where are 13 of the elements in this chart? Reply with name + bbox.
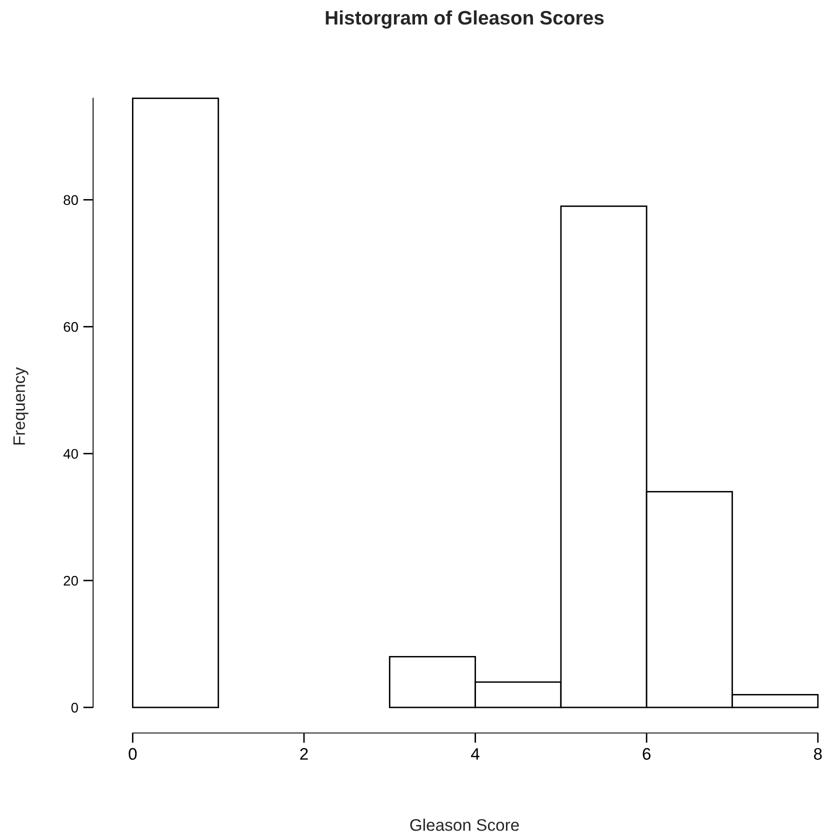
x-axis-title: Gleason Score (410, 818, 519, 831)
y-tick-label: 40 (63, 448, 78, 459)
y-tick-label: 20 (64, 576, 78, 586)
y-axis-title: Frequency (13, 367, 28, 444)
y-tick-label: 80 (64, 195, 78, 205)
chart-title: Historgram of Gleason Scores (326, 10, 604, 29)
x-tick-label: 8 (814, 748, 822, 760)
x-tick-label: 4 (471, 748, 480, 760)
y-tick-label: 0 (71, 702, 78, 713)
x-tick-label: 0 (128, 748, 137, 760)
y-tick-label: 60 (64, 322, 78, 332)
x-tick-label: 2 (300, 748, 308, 760)
x-tick-label: 6 (642, 748, 650, 760)
